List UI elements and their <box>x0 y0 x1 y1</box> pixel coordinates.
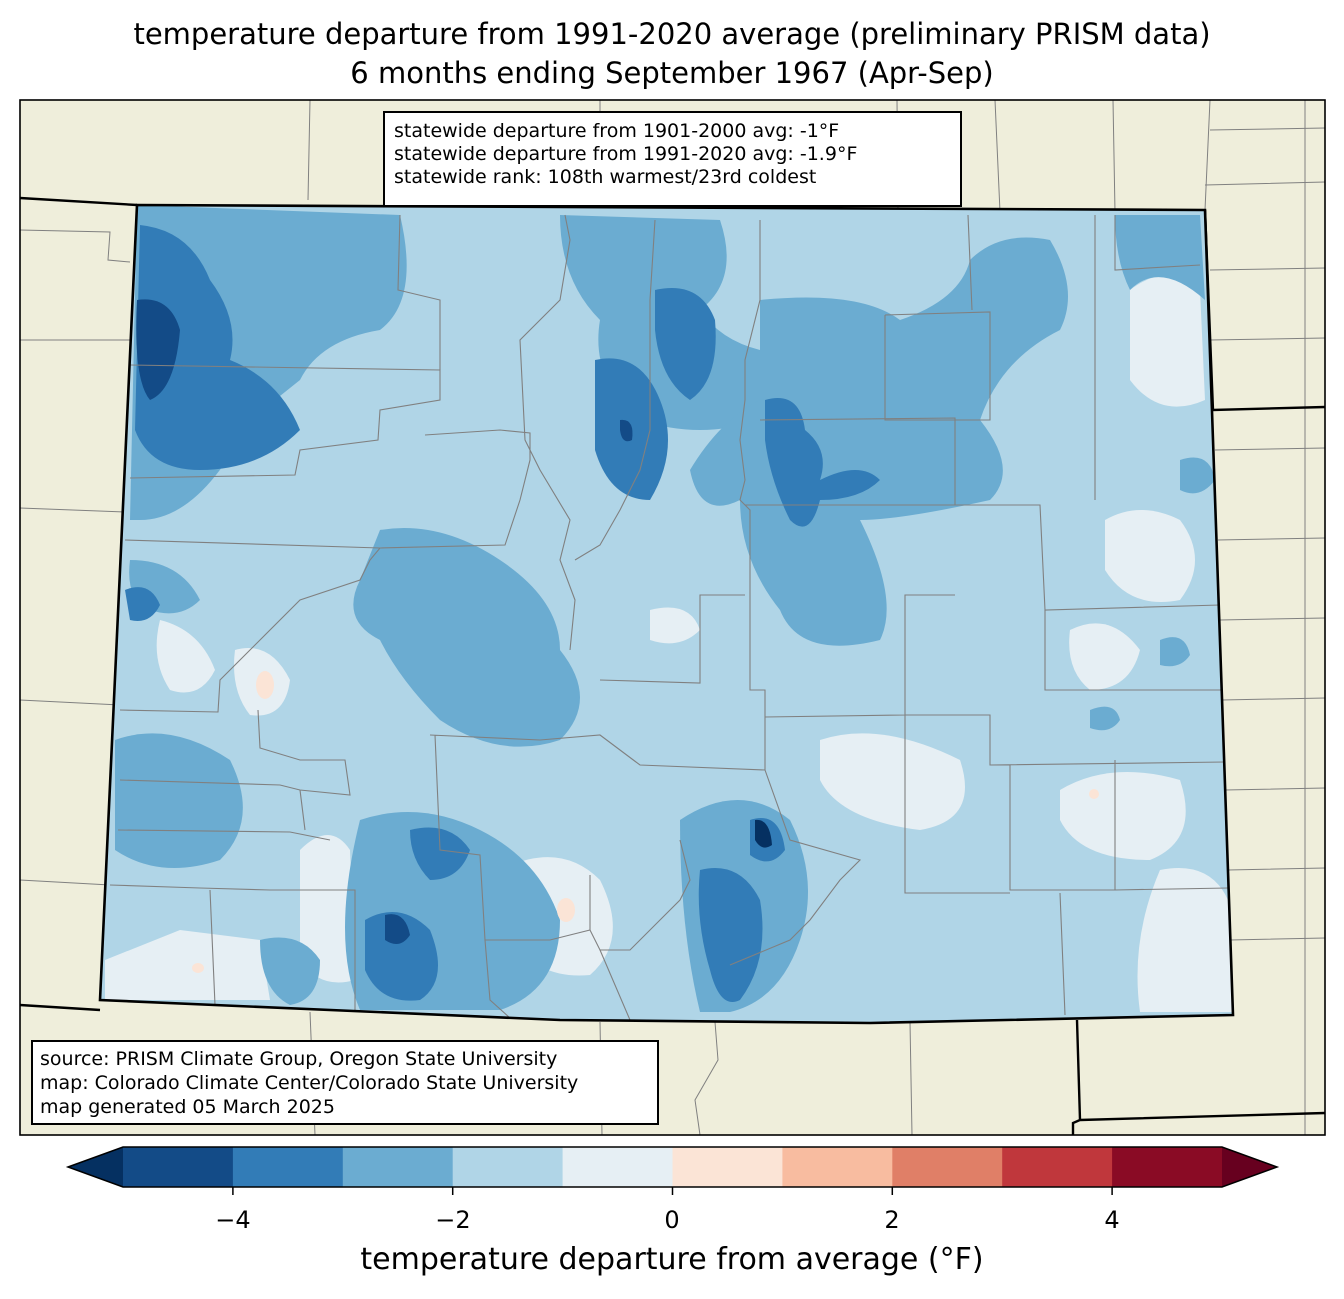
colorbar-bin <box>232 1147 344 1187</box>
colorbar-tick-label: 2 <box>884 1206 900 1234</box>
map-credit-line: map: Colorado Climate Center/Colorado St… <box>40 1072 579 1094</box>
colorbar-tick-label: 0 <box>664 1206 680 1234</box>
temperature-contours <box>105 205 1232 1012</box>
colorbar-bin <box>452 1147 564 1187</box>
colorbar-bin <box>123 1147 234 1187</box>
stats-departure-1991-2020: statewide departure from 1991-2020 avg: … <box>394 143 858 165</box>
colorbar-label: temperature departure from average (°F) <box>360 1242 984 1277</box>
colorbar-bin <box>1002 1147 1113 1187</box>
generated-date-line: map generated 05 March 2025 <box>40 1096 335 1118</box>
map-border <box>19 99 1326 1136</box>
colorbar-bin <box>562 1147 673 1187</box>
source-line: source: PRISM Climate Group, Oregon Stat… <box>40 1048 558 1070</box>
colorbar-bin <box>892 1147 1003 1187</box>
stats-departure-1901-2000: statewide departure from 1901-2000 avg: … <box>394 120 840 142</box>
map-title-line1: temperature departure from 1991-2020 ave… <box>133 17 1211 51</box>
colorbar <box>65 1146 1280 1195</box>
source-credit-box: source: PRISM Climate Group, Oregon Stat… <box>31 1040 659 1125</box>
colorado-outline <box>98 203 1235 1025</box>
colorbar-tick-label: 4 <box>1104 1206 1120 1234</box>
colorbar-bin <box>342 1147 454 1187</box>
colorbar-bin <box>782 1147 893 1187</box>
statewide-stats-box: statewide departure from 1901-2000 avg: … <box>383 111 962 207</box>
colorbar-bin <box>672 1147 783 1187</box>
colorbar-extend-high <box>1222 1147 1277 1187</box>
county-lines <box>109 214 1229 1021</box>
colorbar-extend-low <box>68 1147 123 1187</box>
stats-rank: statewide rank: 108th warmest/23rd colde… <box>394 166 817 188</box>
colorbar-bin <box>1112 1147 1223 1187</box>
colorbar-tick-label: −4 <box>215 1206 251 1234</box>
colorbar-outline <box>65 1146 1280 1188</box>
colorbar-tick-label: −2 <box>435 1206 471 1234</box>
map-title-line2: 6 months ending September 1967 (Apr-Sep) <box>350 56 994 90</box>
